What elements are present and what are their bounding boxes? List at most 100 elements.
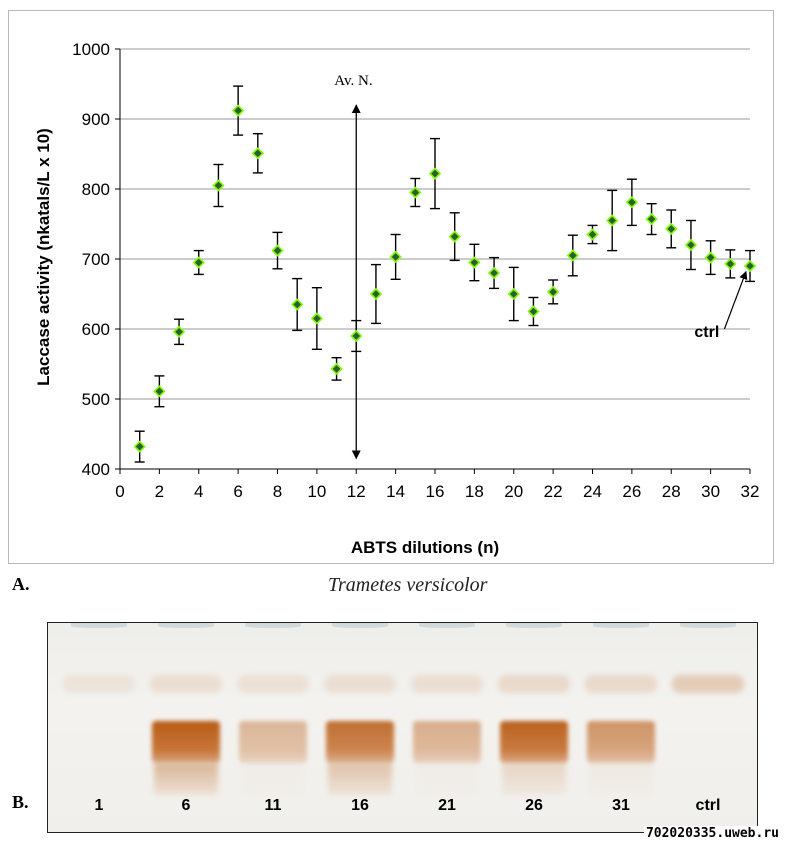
gel-band-smear [241,763,305,795]
y-tick-label: 400 [82,460,110,479]
gel-band-smear [415,763,479,795]
gel-image: 1 6 11 16 21 26 31 ctrl [47,622,758,833]
x-tick-label: 16 [426,482,445,501]
x-tick-label: 24 [583,482,602,501]
x-tick-label: 14 [386,482,405,501]
x-axis-title: ABTS dilutions (n) [351,538,499,557]
x-tick-label: 30 [701,482,720,501]
x-tick-label: 32 [741,482,760,501]
gel-band-top [63,675,135,693]
data-point [645,212,658,226]
data-point [350,329,363,343]
data-point [586,228,599,241]
y-axis-title: Laccase activity (nkatals/L x 10) [34,128,53,386]
data-point [507,287,520,301]
x-tick-label: 0 [115,482,124,501]
gel-lane-label: ctrl [695,797,721,814]
data-point [665,222,678,236]
gel-band-smear [328,763,392,795]
gel-band-main [587,721,655,763]
x-tick-label: 18 [465,482,484,501]
gel-well [332,623,388,628]
gel-band-top [237,675,309,693]
gel-band-top [498,675,570,693]
gel-well [506,623,562,628]
gel-band-main [500,721,568,763]
data-point [192,256,205,269]
x-tick-label: 6 [233,482,242,501]
gel-band-main [326,721,394,763]
gel-lane-label: 6 [181,797,191,814]
gel-band-top [585,675,657,693]
data-point [684,238,698,252]
x-tick-label: 8 [273,482,282,501]
species-caption: Trametes versicolor [328,574,488,596]
data-point [153,385,166,398]
x-tick-label: 10 [307,482,326,501]
x-tick-label: 22 [544,482,563,501]
gel-band-main [152,721,220,763]
data-point [133,440,146,453]
y-tick-label: 1000 [72,40,110,59]
data-point [527,305,540,318]
x-tick-label: 20 [504,482,523,501]
x-tick-label: 4 [194,482,203,501]
ctrl-arrow [723,270,748,330]
y-tick-label: 700 [82,250,110,269]
data-point [271,244,284,257]
gel-band-top [411,675,483,693]
data-point [566,249,579,262]
gel-lane-label: 16 [351,797,369,814]
x-tick-label: 2 [155,482,164,501]
panel-a-label: A. [12,574,30,594]
y-tick-label: 800 [82,180,110,199]
chart-frame: 400 500 600 700 800 900 1000 0 2 4 6 8 10 12 14 16 18 20 2… [8,10,774,564]
gel-well [158,623,214,628]
gel-band-smear [589,763,653,795]
gel-well [593,623,649,628]
panel-b-label: B. [12,792,29,812]
data-point [310,312,324,325]
gel-well [245,623,301,628]
gel-band-top [324,675,396,693]
data-point [409,186,422,199]
gel-band-main [413,721,481,763]
data-point [724,257,737,271]
gel-lane-label: 21 [438,797,456,814]
data-point [743,259,757,273]
data-point [251,147,264,160]
gel-band-smear [502,763,566,795]
data-point [369,287,383,301]
gel-band-top [672,675,744,693]
data-point [330,362,343,376]
gel-lane-label: 26 [525,797,543,814]
data-point [231,104,245,117]
data-point [546,285,560,299]
y-tick-label: 500 [82,390,110,409]
gel-band-main [239,721,307,763]
data-point [291,298,304,311]
av-n-label: Av. N. [334,73,372,89]
gel-lane-label: 11 [264,797,282,814]
gel-well [71,623,127,628]
data-point [448,230,461,243]
x-tick-label: 28 [662,482,681,501]
x-tick-label: 26 [622,482,641,501]
data-point [487,266,501,280]
gel-band-top [150,675,222,693]
data-point [468,256,481,269]
gel-lane-label: 31 [612,797,630,814]
x-tick-label: 12 [347,482,366,501]
data-point [606,214,619,227]
y-tick-label: 900 [82,110,110,129]
data-point [428,167,442,180]
gel-lane-label: 1 [94,797,104,814]
data-point [212,179,225,192]
data-point [704,251,717,264]
watermark: 702020335.uweb.ru [643,826,781,841]
data-point [172,325,186,338]
ctrl-label: ctrl [694,324,719,341]
gel-well [419,623,475,628]
data-point [389,250,402,264]
